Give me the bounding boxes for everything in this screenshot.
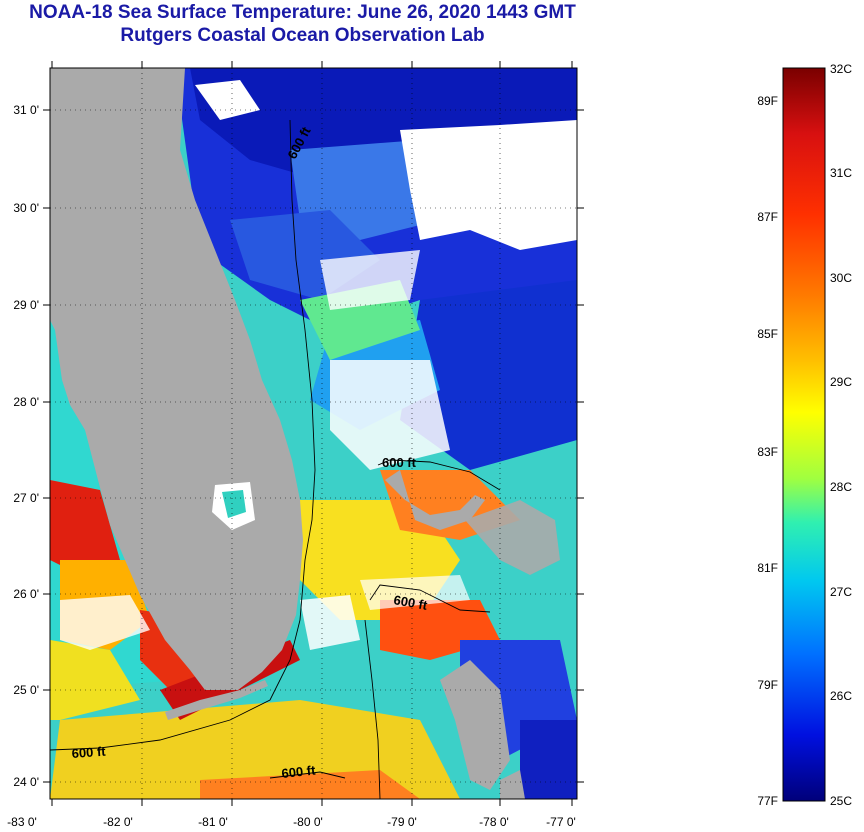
colorbar-c-30: 30C	[830, 271, 852, 285]
colorbar-c-32: 32C	[830, 62, 852, 76]
colorbar-gradient	[782, 67, 826, 802]
sst-map	[50, 68, 577, 799]
colorbar-f-77: 77F	[757, 794, 778, 808]
colorbar-f-83: 83F	[757, 445, 778, 459]
lon-label-78: -78 0'	[479, 815, 509, 829]
colorbar: 32C 31C 30C 29C 28C 27C 26C 25C 89F 87F …	[757, 62, 852, 808]
colorbar-c-26: 26C	[830, 689, 852, 703]
contour-label-south: 600 ft	[281, 762, 317, 781]
lat-label-31: 31 0'	[13, 103, 39, 117]
lon-label-83: -83 0'	[7, 815, 37, 829]
lon-label-81: -81 0'	[198, 815, 228, 829]
lon-label-79: -79 0'	[387, 815, 417, 829]
map-subtitle: Rutgers Coastal Ocean Observation Lab	[120, 25, 485, 46]
contour-label-keys: 600 ft	[71, 744, 107, 761]
colorbar-c-27: 27C	[830, 585, 852, 599]
lat-label-24: 24 0'	[13, 775, 39, 789]
colorbar-f-79: 79F	[757, 678, 778, 692]
lat-label-26: 26 0'	[13, 587, 39, 601]
colorbar-c-28: 28C	[830, 480, 852, 494]
colorbar-f-89: 89F	[757, 94, 778, 108]
lat-label-28: 28 0'	[13, 395, 39, 409]
colorbar-f-81: 81F	[757, 561, 778, 575]
colorbar-c-31: 31C	[830, 166, 852, 180]
contour-label-channel: 600 ft	[392, 592, 429, 613]
colorbar-f-85: 85F	[757, 327, 778, 341]
lat-label-29: 29 0'	[13, 298, 39, 312]
lat-label-27: 27 0'	[13, 491, 39, 505]
map-frame	[49, 67, 578, 800]
lat-label-25: 25 0'	[13, 683, 39, 697]
lon-label-77: -77 0'	[546, 815, 576, 829]
colorbar-c-29: 29C	[830, 375, 852, 389]
colorbar-c-25: 25C	[830, 794, 852, 808]
lon-label-82: -82 0'	[103, 815, 133, 829]
lat-label-30: 30 0'	[13, 201, 39, 215]
lon-label-80: -80 0'	[293, 815, 323, 829]
contour-label-bahamas: 600 ft	[382, 455, 417, 470]
map-ticks	[43, 61, 584, 806]
map-title: NOAA-18 Sea Surface Temperature: June 26…	[29, 2, 576, 23]
colorbar-f-87: 87F	[757, 210, 778, 224]
